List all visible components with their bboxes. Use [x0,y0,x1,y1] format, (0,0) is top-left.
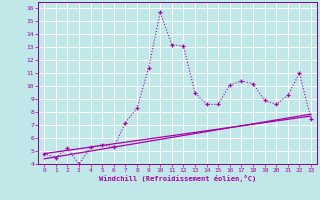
X-axis label: Windchill (Refroidissement éolien,°C): Windchill (Refroidissement éolien,°C) [99,175,256,182]
